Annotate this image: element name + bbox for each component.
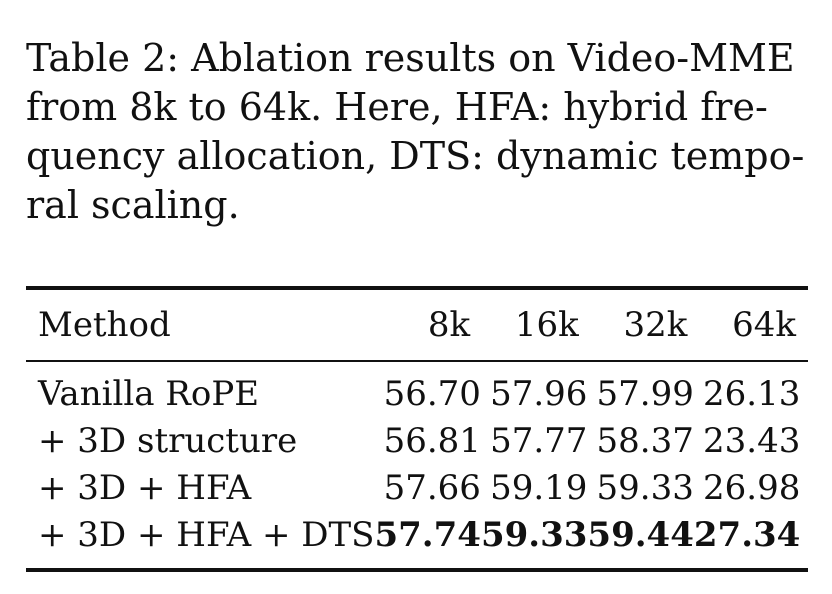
cell-64k: 23.43: [703, 420, 801, 461]
caption-line: from 8k to 64k. Here, HFA: hybrid fre-: [26, 85, 768, 129]
cell-16k: 59.19: [490, 467, 588, 508]
cell-8k: 56.81: [383, 420, 481, 461]
caption-line: quency allocation, DTS: dynamic tempo-: [26, 134, 805, 178]
cell-8k: 57.74: [374, 514, 481, 555]
table-row: + 3D structure 56.81 57.77 58.37 23.43: [26, 417, 812, 464]
ablation-table: Method 8k 16k 32k 64k Vanilla RoPE 56.70…: [26, 286, 808, 572]
cell-8k: 57.66: [383, 467, 481, 508]
mid-rule: [26, 360, 808, 362]
results-body: Vanilla RoPE 56.70 57.96 57.99 26.13 + 3…: [26, 362, 812, 568]
cell-16k: 57.96: [490, 373, 588, 414]
cell-32k: 57.99: [596, 373, 694, 414]
table-row: Vanilla RoPE 56.70 57.96 57.99 26.13: [26, 362, 812, 417]
header-method: Method: [38, 305, 171, 345]
row-method: Vanilla RoPE: [38, 373, 260, 414]
cell-16k: 57.77: [490, 420, 588, 461]
cell-32k: 59.44: [587, 514, 694, 555]
row-method: + 3D structure: [38, 420, 298, 461]
table-caption: Table 2: Ablation results on Video-MME f…: [26, 34, 805, 230]
bottom-rule: [26, 568, 808, 572]
caption-line: ral scaling.: [26, 183, 240, 227]
cell-32k: 58.37: [596, 420, 694, 461]
cell-64k: 27.34: [693, 514, 801, 555]
table-row: + 3D + HFA + DTS 57.74 59.33 59.44 27.34: [26, 511, 812, 568]
cell-64k: 26.98: [703, 467, 801, 508]
table-row: + 3D + HFA 57.66 59.19 59.33 26.98: [26, 464, 812, 511]
cell-8k: 56.70: [383, 373, 481, 414]
results-table: Method 8k 16k 32k 64k: [26, 290, 808, 360]
row-method: + 3D + HFA + DTS: [38, 514, 375, 555]
caption-line: Table 2: Ablation results on Video-MME: [26, 36, 795, 80]
top-rule: [26, 286, 808, 290]
cell-16k: 59.33: [480, 514, 588, 555]
header-32k: 32k: [623, 305, 688, 345]
cell-32k: 59.33: [596, 467, 694, 508]
header-8k: 8k: [427, 305, 471, 345]
row-method: + 3D + HFA: [38, 467, 252, 508]
cell-64k: 26.13: [703, 373, 801, 414]
header-row: Method 8k 16k 32k 64k: [26, 290, 808, 360]
header-16k: 16k: [514, 305, 579, 345]
header-64k: 64k: [732, 305, 796, 345]
